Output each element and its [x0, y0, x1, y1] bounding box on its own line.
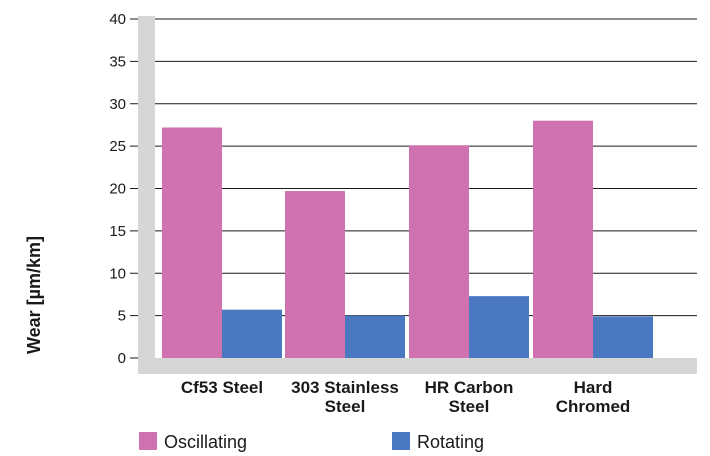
bar-rotating-2 — [345, 315, 405, 358]
y-tick-label-0: 0 — [118, 350, 126, 367]
y-tick-label-25: 25 — [109, 138, 126, 155]
y-tick-label-15: 15 — [109, 223, 126, 240]
y-tick-label-10: 10 — [109, 265, 126, 282]
bar-rotating-3 — [469, 296, 529, 358]
floor — [138, 358, 697, 374]
x-category-label-line: HR Carbon — [425, 378, 514, 397]
x-category-label-line: Cf53 Steel — [181, 378, 263, 397]
bar-oscillating-1 — [162, 127, 222, 358]
gridlines — [155, 18, 697, 317]
bar-oscillating-2 — [285, 191, 345, 358]
x-category-label-line: Steel — [325, 397, 366, 416]
y-tick-label-35: 35 — [109, 53, 126, 70]
legend-swatch-rotating — [392, 432, 410, 450]
x-category-label-4: Hard Chromed — [556, 378, 631, 416]
legend: Oscillating Rotating — [139, 432, 484, 452]
y-tick-label-40: 40 — [109, 11, 126, 28]
y-tick-label-20: 20 — [109, 181, 126, 198]
x-category-label-1: Cf53 Steel — [181, 378, 263, 397]
y-tick-label-5: 5 — [118, 308, 126, 325]
x-category-label-line: 303 Stainless — [291, 378, 399, 397]
bar-rotating-1 — [222, 309, 282, 358]
legend-label-rotating: Rotating — [417, 432, 484, 452]
x-category-label-2: 303 Stainless Steel — [291, 378, 399, 416]
bar-oscillating-4 — [533, 120, 593, 358]
legend-swatch-oscillating — [139, 432, 157, 450]
legend-label-oscillating: Oscillating — [164, 432, 247, 452]
bar-oscillating-3 — [409, 145, 469, 358]
y-axis-title: Wear [µm/km] — [24, 236, 44, 354]
x-category-label-line: Chromed — [556, 397, 631, 416]
bar-rotating-4 — [593, 316, 653, 358]
chart-walls — [138, 16, 697, 374]
x-category-label-3: HR Carbon Steel — [425, 378, 514, 416]
side-wall — [138, 16, 155, 374]
bars — [162, 120, 653, 358]
y-axis-ticks: 0 5 10 15 20 25 30 35 40 — [109, 11, 138, 367]
x-category-label-line: Steel — [449, 397, 490, 416]
y-tick-label-30: 30 — [109, 96, 126, 113]
x-category-label-line: Hard — [574, 378, 613, 397]
